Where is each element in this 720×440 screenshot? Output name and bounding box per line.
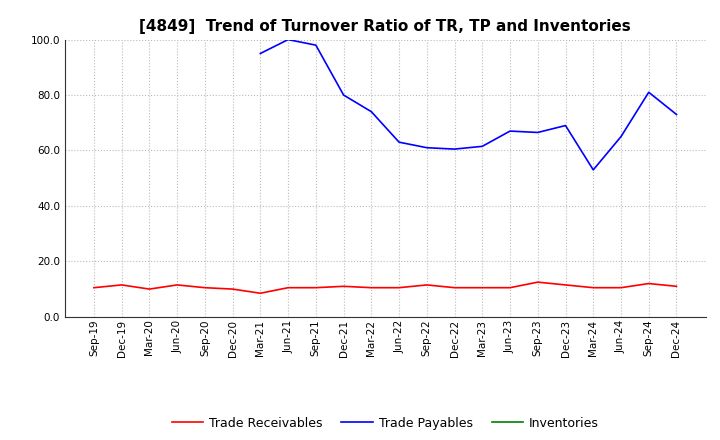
Trade Payables — [256, 51, 265, 56]
Trade Receivables — [450, 285, 459, 290]
Trade Payables — [450, 147, 459, 152]
Trade Payables — [644, 90, 653, 95]
Trade Receivables — [644, 281, 653, 286]
Trade Receivables — [339, 284, 348, 289]
Trade Receivables — [228, 286, 237, 292]
Trade Receivables — [505, 285, 514, 290]
Line: Trade Payables: Trade Payables — [261, 40, 677, 170]
Trade Receivables — [534, 279, 542, 285]
Trade Payables — [312, 43, 320, 48]
Trade Payables — [339, 92, 348, 98]
Trade Payables — [561, 123, 570, 128]
Trade Receivables — [201, 285, 210, 290]
Trade Payables — [423, 145, 431, 150]
Trade Payables — [478, 144, 487, 149]
Trade Receivables — [284, 285, 292, 290]
Trade Receivables — [423, 282, 431, 288]
Trade Receivables — [173, 282, 181, 288]
Trade Receivables — [478, 285, 487, 290]
Trade Receivables — [256, 290, 265, 296]
Trade Payables — [395, 139, 403, 145]
Trade Receivables — [616, 285, 625, 290]
Trade Receivables — [367, 285, 376, 290]
Trade Receivables — [117, 282, 126, 288]
Trade Receivables — [145, 286, 154, 292]
Trade Receivables — [89, 285, 98, 290]
Trade Receivables — [589, 285, 598, 290]
Trade Receivables — [312, 285, 320, 290]
Trade Payables — [505, 128, 514, 134]
Trade Receivables — [561, 282, 570, 288]
Trade Payables — [367, 109, 376, 114]
Trade Receivables — [672, 284, 681, 289]
Title: [4849]  Trend of Turnover Ratio of TR, TP and Inventories: [4849] Trend of Turnover Ratio of TR, TP… — [140, 19, 631, 34]
Trade Payables — [534, 130, 542, 135]
Trade Payables — [589, 167, 598, 172]
Legend: Trade Receivables, Trade Payables, Inventories: Trade Receivables, Trade Payables, Inven… — [166, 412, 604, 435]
Trade Payables — [616, 134, 625, 139]
Trade Payables — [672, 112, 681, 117]
Trade Payables — [284, 37, 292, 42]
Line: Trade Receivables: Trade Receivables — [94, 282, 677, 293]
Trade Receivables — [395, 285, 403, 290]
